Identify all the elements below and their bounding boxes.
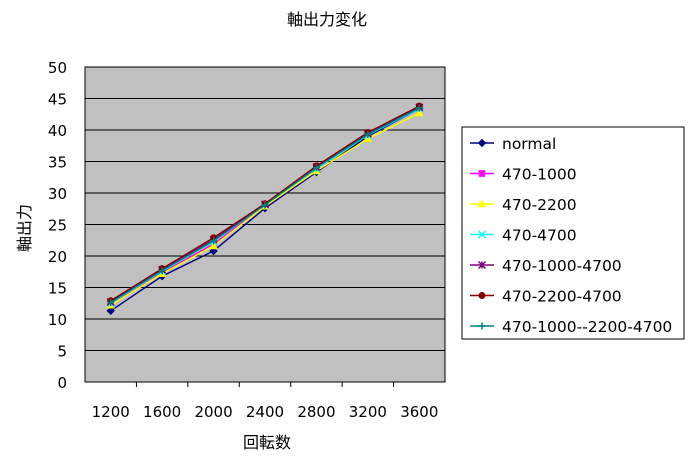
legend-label: 470-1000--2200-4700	[502, 318, 672, 336]
chart-title: 軸出力変化	[287, 10, 367, 29]
data-point	[477, 230, 487, 239]
legend-item: 470-1000--2200-4700	[470, 318, 672, 336]
data-point	[477, 199, 487, 208]
x-tick-label: 3600	[400, 403, 438, 421]
x-axis-ticks: 1200 1600 2000 2400 2800 3200 3600	[92, 382, 438, 421]
x-tick-label: 3200	[349, 403, 387, 421]
legend-label: 470-4700	[502, 227, 577, 245]
y-tick-label: 10	[48, 311, 67, 329]
data-point	[477, 138, 487, 148]
y-tick-label: 25	[48, 217, 67, 235]
x-axis-label: 回転数	[243, 433, 291, 452]
y-tick-label: 40	[48, 122, 67, 140]
y-tick-label: 0	[57, 374, 67, 392]
legend-item: 470-1000-4700	[470, 257, 622, 275]
y-tick-label: 50	[48, 59, 67, 77]
legend-item: 470-2200-4700	[470, 288, 622, 306]
x-tick-label: 1200	[92, 403, 130, 421]
x-tick-label: 1600	[143, 403, 181, 421]
data-point	[414, 108, 424, 117]
legend-item: 470-2200	[470, 196, 577, 214]
legend-item: 470-4700	[470, 227, 577, 245]
data-point	[158, 266, 166, 274]
data-point	[363, 134, 373, 143]
legend-box	[461, 126, 685, 340]
series-6	[107, 104, 423, 307]
x-tick-label: 2000	[194, 403, 232, 421]
x-tick-label: 2400	[246, 403, 284, 421]
data-point	[261, 201, 269, 209]
data-point	[312, 164, 320, 172]
series-group	[106, 102, 424, 316]
legend-label: 470-2200	[502, 196, 577, 214]
data-point	[107, 299, 115, 307]
y-axis-ticks: 0 5 10 15 20 25 30 35 40 45 50	[48, 59, 67, 392]
data-point	[415, 104, 423, 112]
y-axis-label: 軸出力	[15, 204, 34, 252]
data-point	[478, 170, 486, 177]
legend-label: normal	[502, 135, 556, 153]
y-tick-label: 15	[48, 280, 67, 298]
legend-item: 470-1000	[470, 166, 577, 184]
data-point	[210, 237, 218, 245]
data-point	[478, 322, 486, 330]
data-point	[364, 130, 372, 138]
legend: normal 470-1000 470-2200 470-4700 470-1000-4…	[461, 126, 685, 340]
data-point	[209, 241, 218, 250]
x-tick-label: 2800	[297, 403, 335, 421]
legend-label: 470-1000	[502, 166, 577, 184]
data-point	[477, 260, 487, 270]
data-point	[106, 306, 115, 316]
y-tick-label: 20	[48, 248, 67, 266]
legend-label: 470-1000-4700	[502, 257, 622, 275]
legend-item: normal	[470, 135, 556, 153]
y-tick-label: 45	[48, 91, 67, 109]
grid-lines	[85, 98, 445, 351]
legend-label: 470-2200-4700	[502, 288, 622, 306]
y-tick-label: 30	[48, 185, 67, 203]
data-point	[478, 292, 486, 299]
y-tick-label: 35	[48, 154, 67, 172]
y-tick-label: 5	[57, 343, 67, 361]
